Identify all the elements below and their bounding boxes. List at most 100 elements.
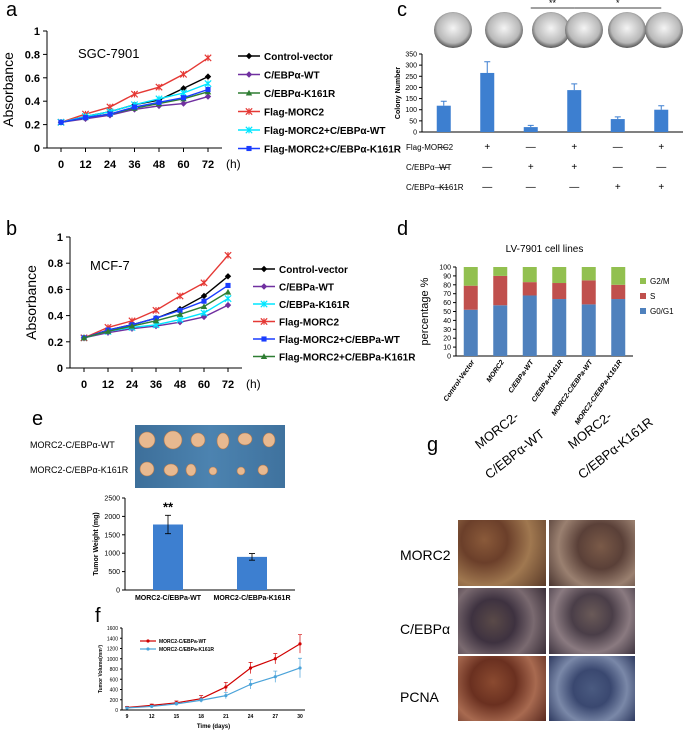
chart-c-errorbar xyxy=(484,61,491,73)
chart-f-ytick-label: 0 xyxy=(115,708,118,714)
chart-c-errorbar xyxy=(527,124,534,128)
chart-d-bar-segment xyxy=(581,280,596,305)
chart-c-condition-sign: + xyxy=(658,182,664,193)
chart-c-ytick-label: 250 xyxy=(405,74,417,81)
chart-a-point xyxy=(204,93,212,100)
chart-a-ytick-label: 0.4 xyxy=(25,96,41,108)
ihc-morc2-k161r xyxy=(549,520,635,586)
chart-d-bar-segment xyxy=(493,275,508,306)
chart-d-bar-segment xyxy=(522,295,537,356)
chart-d-bar-segment xyxy=(552,299,567,356)
chart-b-legend-label: C/EBPa-WT xyxy=(279,283,334,294)
chart-a-legend-label: C/EBPα-K161R xyxy=(264,89,336,100)
chart-e-ytick-label: 1500 xyxy=(104,532,120,539)
chart-d-bar-segment xyxy=(552,267,567,284)
chart-d-bar-segment xyxy=(552,283,567,300)
chart-c-condition-sign: + xyxy=(528,162,534,173)
chart-b-point xyxy=(224,251,232,259)
chart-b-ylabel: Absorbance xyxy=(23,265,39,340)
chart-a-xtick-label: 36 xyxy=(128,159,140,171)
chart-c-condition-label: C/EBPα–K161R xyxy=(406,183,464,192)
chart-e-ylabel: Tumor Weight (mg) xyxy=(93,512,100,576)
chart-e-ytick-label: 1000 xyxy=(104,551,120,558)
chart-d-bar-segment xyxy=(611,267,626,285)
chart-b-point xyxy=(224,294,232,303)
chart-d-legend-swatch xyxy=(640,278,646,284)
chart-b-xtick-label: 72 xyxy=(222,379,234,391)
chart-c-bar xyxy=(480,72,495,132)
chart-b-annotation: MCF-7 xyxy=(90,258,130,273)
chart-a-point xyxy=(82,115,89,121)
chart-f-point xyxy=(298,642,302,646)
chart-f-series-line xyxy=(126,667,301,709)
chart-a-legend-marker xyxy=(245,52,253,60)
chart-b-ytick-label: 1 xyxy=(57,232,63,244)
chart-b-xtick-label: 12 xyxy=(102,379,114,391)
chart-a-point xyxy=(130,90,139,98)
chart-f-xtick-label: 9 xyxy=(126,714,129,720)
chart-c-condition-sign: — xyxy=(482,162,492,173)
chart-e-ytick-label: 2500 xyxy=(104,496,120,503)
chart-d-bar-segment xyxy=(493,267,508,276)
chart-b-legend-marker xyxy=(260,300,268,308)
chart-c-ytick-label: 300 xyxy=(405,63,417,70)
tumor-photo-row1-label: MORC2-C/EBPα-WT xyxy=(30,440,115,450)
chart-d-ytick-label: 30 xyxy=(443,327,451,334)
chart-f-ytick-label: 1000 xyxy=(107,657,118,663)
chart-f-xtick-label: 27 xyxy=(273,714,279,720)
chart-b-point xyxy=(104,328,112,334)
chart-f-legend-label: MORC2-C/EBPa-K161R xyxy=(159,647,214,653)
chart-f-xtick-label: 24 xyxy=(248,714,254,720)
chart-b-legend-marker xyxy=(260,317,268,326)
chart-c-condition-sign: + xyxy=(571,162,577,173)
chart-a-legend-label: Flag-MORC2+C/EBPα-K161R xyxy=(264,145,402,156)
chart-b-point xyxy=(152,306,160,314)
chart-b-point xyxy=(152,317,160,324)
chart-d-title: LV-7901 cell lines xyxy=(506,244,584,255)
chart-c-ytick-label: 350 xyxy=(405,52,417,59)
chart-d-ytick-label: 100 xyxy=(439,265,451,272)
chart-f-point xyxy=(224,694,228,698)
chart-f-ytick-label: 1200 xyxy=(107,647,118,653)
chart-a-ytick-label: 0.2 xyxy=(25,120,40,132)
chart-d-ytick-label: 60 xyxy=(443,300,451,307)
chart-b-xunit: (h) xyxy=(246,377,261,391)
chart-d-legend-label: G0/G1 xyxy=(650,307,674,316)
chart-a-point xyxy=(204,80,212,88)
chart-d-legend-swatch xyxy=(640,308,646,314)
chart-a-point xyxy=(204,73,212,80)
chart-a-legend-marker xyxy=(246,145,252,152)
chart-d-bar-segment xyxy=(611,299,626,356)
chart-b-legend-marker xyxy=(260,283,268,290)
chart-b-point xyxy=(176,315,184,324)
chart-c-condition-sign: — xyxy=(656,162,666,173)
chart-d-category-label: C/EBPa-K161R xyxy=(531,359,565,403)
chart-a-xunit: (h) xyxy=(226,157,241,171)
chart-b-point xyxy=(176,311,184,317)
chart-f-ytick-label: 1400 xyxy=(107,636,118,642)
chart-b-point xyxy=(200,279,208,287)
chart-f-point xyxy=(125,706,129,710)
chart-f-legend-label: MORC2-C/EBPa-WT xyxy=(159,639,206,645)
ihc-row-label-morc2: MORC2 xyxy=(400,547,451,563)
chart-d-ytick-label: 20 xyxy=(443,336,451,343)
chart-f-point xyxy=(248,682,253,686)
chart-e-bar xyxy=(153,524,183,590)
chart-e-bar xyxy=(237,556,267,590)
chart-a-xtick-label: 24 xyxy=(104,159,117,171)
chart-d-bar-segment xyxy=(463,309,478,356)
chart-b-point xyxy=(200,303,208,309)
chart-a-point xyxy=(180,85,187,92)
chart-e-ytick-label: 500 xyxy=(108,569,120,576)
chart-f-ytick-label: 400 xyxy=(110,688,119,694)
chart-c-errorbar xyxy=(614,116,621,120)
chart-c-errorbar xyxy=(440,100,447,106)
chart-c-condition-sign: — xyxy=(482,182,492,193)
chart-d-legend-swatch xyxy=(640,293,646,299)
chart-c-significance-label: * xyxy=(616,0,620,8)
chart-d-ytick-label: 10 xyxy=(443,345,451,352)
chart-d-bar-segment xyxy=(463,285,478,310)
chart-b-point xyxy=(200,309,208,317)
ihc-morc2-wt xyxy=(458,520,546,586)
chart-b-point xyxy=(177,307,183,313)
